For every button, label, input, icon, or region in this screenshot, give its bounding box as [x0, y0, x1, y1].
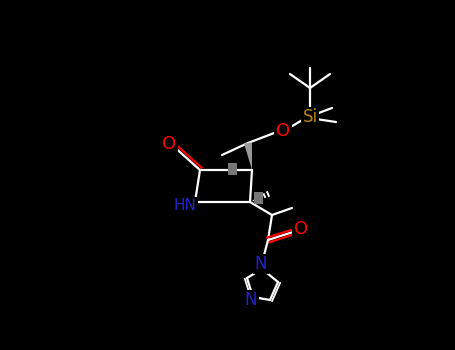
Polygon shape — [244, 142, 252, 170]
Text: Si: Si — [303, 108, 318, 126]
Text: N: N — [245, 291, 257, 309]
Text: O: O — [162, 135, 176, 153]
Text: O: O — [294, 220, 308, 238]
Text: HN: HN — [173, 198, 197, 214]
Text: O: O — [276, 122, 290, 140]
FancyBboxPatch shape — [228, 163, 237, 175]
Text: N: N — [255, 255, 267, 273]
FancyBboxPatch shape — [254, 192, 263, 204]
